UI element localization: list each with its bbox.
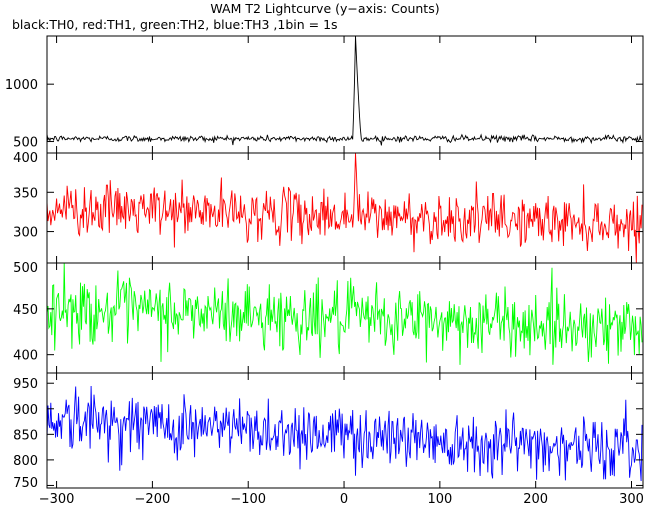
x-tick-label: −200: [135, 492, 171, 505]
y-tick-label: 300: [13, 226, 38, 241]
y-tick-label: 500: [13, 136, 38, 151]
y-tick-label: 1000: [5, 78, 38, 93]
series-line-th3: [46, 385, 643, 482]
panel-frame: [46, 372, 644, 489]
y-tick-label: 500: [13, 261, 38, 276]
panel-th2: 400 450 500: [13, 261, 644, 374]
y-tick-label: 400: [13, 151, 38, 166]
y-tick-label: 400: [13, 349, 38, 364]
x-tick-label: −100: [230, 492, 266, 505]
series-line-th1: [46, 152, 643, 264]
y-tick-label: 850: [13, 428, 38, 443]
panel-th0: 500 1000: [5, 35, 644, 154]
x-tick-label: 100: [427, 492, 452, 505]
x-tick-label: 200: [523, 492, 548, 505]
y-tick-label: 750: [13, 476, 38, 491]
chart-title: WAM T2 Lightcurve (y−axis: Counts): [210, 1, 440, 16]
series-line-th2: [46, 262, 643, 365]
panel-th3: 750 800 850 900 950: [13, 372, 644, 491]
y-tick-label: 950: [13, 377, 38, 392]
panel-frame: [46, 35, 644, 154]
y-tick-label: 800: [13, 454, 38, 469]
x-tick-label: 0: [340, 492, 348, 505]
y-tick-label: 350: [13, 186, 38, 201]
x-tick-label: 300: [619, 492, 644, 505]
y-tick-label: 450: [13, 303, 38, 318]
y-tick-label: 900: [13, 403, 38, 418]
x-tick-label: −300: [39, 492, 75, 505]
series-line-th0: [46, 35, 643, 146]
panel-th1: 300 350 400: [13, 151, 644, 264]
chart-subtitle: black:TH0, red:TH1, green:TH2, blue:TH3 …: [12, 17, 338, 32]
